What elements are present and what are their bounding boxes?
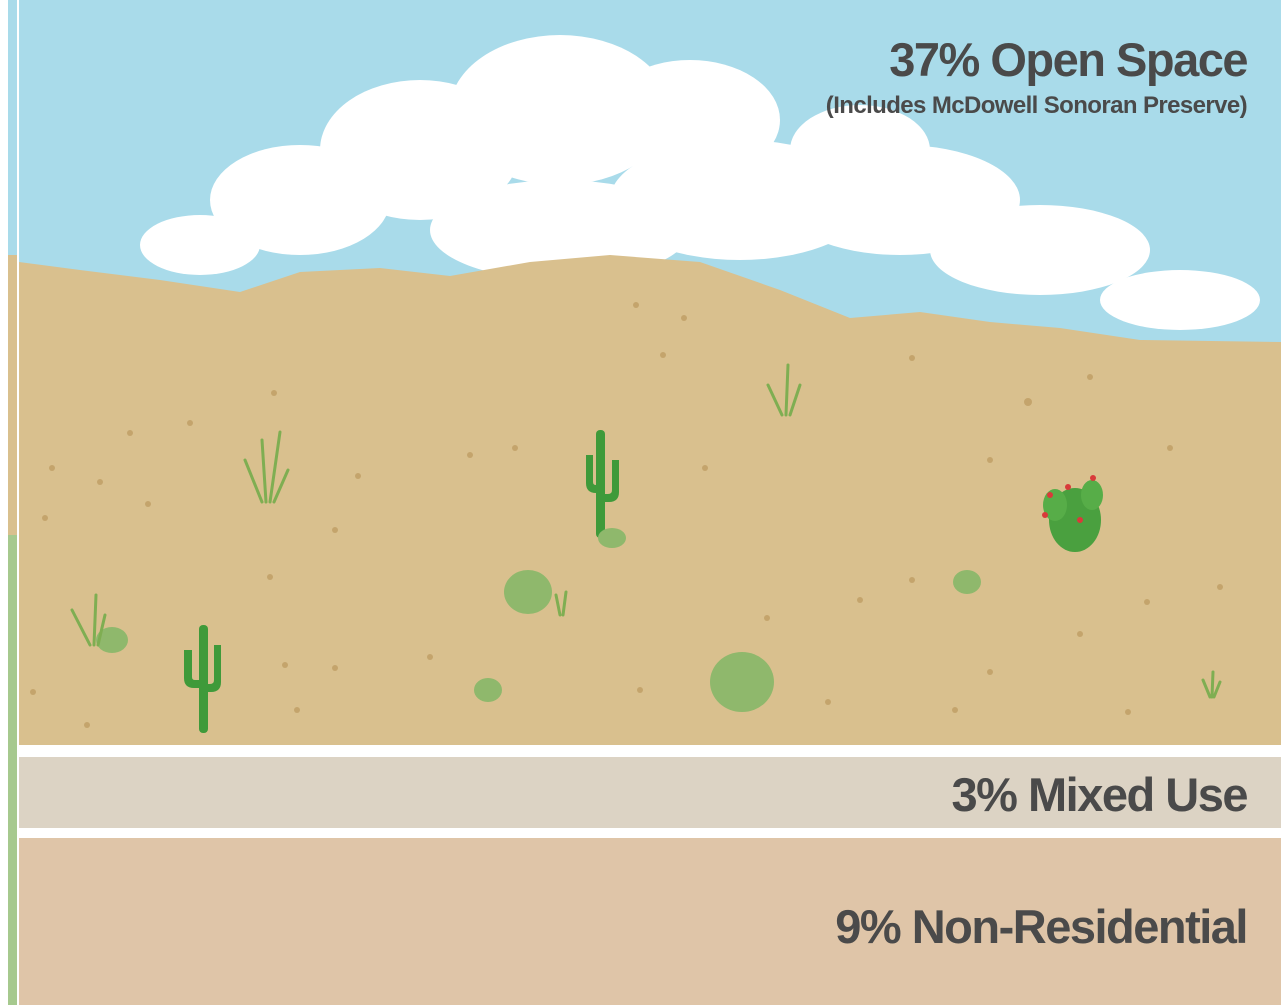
grasses bbox=[70, 363, 1222, 699]
grass bbox=[766, 363, 802, 417]
pebble bbox=[702, 465, 708, 471]
section-label: 3% Mixed Use bbox=[952, 768, 1248, 821]
cloud bbox=[790, 105, 930, 195]
pebble bbox=[1077, 631, 1083, 637]
pebble bbox=[332, 665, 338, 671]
flower bbox=[1065, 484, 1071, 490]
shrub bbox=[96, 627, 128, 653]
pebble bbox=[427, 654, 433, 660]
saguaro-arm bbox=[206, 645, 221, 692]
pebble bbox=[49, 465, 55, 471]
pebble bbox=[909, 355, 915, 361]
pad bbox=[1081, 480, 1103, 510]
pebble bbox=[764, 615, 770, 621]
pebble bbox=[271, 390, 277, 396]
flower bbox=[1042, 512, 1048, 518]
pebble bbox=[84, 722, 90, 728]
shrub bbox=[474, 678, 502, 702]
pebble bbox=[681, 315, 687, 321]
pebble bbox=[187, 420, 193, 426]
pebble bbox=[282, 662, 288, 668]
pebble bbox=[42, 515, 48, 521]
pebble bbox=[1024, 398, 1032, 406]
shrubs bbox=[96, 528, 981, 712]
strip-sky bbox=[8, 0, 17, 255]
grass bbox=[1201, 670, 1222, 699]
band bbox=[19, 757, 1281, 828]
grass bbox=[70, 593, 107, 647]
shrub bbox=[953, 570, 981, 594]
pebble bbox=[467, 452, 473, 458]
left-margin bbox=[0, 0, 8, 1005]
shrub bbox=[598, 528, 626, 548]
open-space-panel: 37% Open Space (Includes McDowell Sonora… bbox=[19, 0, 1281, 745]
pebble bbox=[294, 707, 300, 713]
cacti bbox=[184, 430, 619, 733]
strip-green bbox=[8, 535, 17, 1005]
non-residential-band: 9% Non-Residential bbox=[19, 838, 1281, 1005]
saguaro-arm bbox=[604, 460, 619, 502]
pebble bbox=[825, 699, 831, 705]
prickly-pear bbox=[1042, 475, 1103, 552]
saguaro bbox=[199, 625, 208, 733]
pebble bbox=[909, 577, 915, 583]
pebble bbox=[30, 689, 36, 695]
pebble bbox=[952, 707, 958, 713]
pebble bbox=[857, 597, 863, 603]
pebbles bbox=[30, 302, 1223, 728]
cloud bbox=[930, 205, 1150, 295]
pebble bbox=[1125, 709, 1131, 715]
flower bbox=[1090, 475, 1096, 481]
pebble bbox=[1217, 584, 1223, 590]
section-note: (Includes McDowell Sonoran Preserve) bbox=[826, 92, 1247, 119]
saguaro-arm bbox=[586, 455, 600, 493]
saguaro-arm bbox=[184, 650, 200, 688]
pebble bbox=[512, 445, 518, 451]
section-label: 9% Non-Residential bbox=[835, 900, 1247, 953]
flower bbox=[1077, 517, 1083, 523]
pebble bbox=[332, 527, 338, 533]
pebble bbox=[987, 669, 993, 675]
pebble bbox=[355, 473, 361, 479]
band bbox=[19, 838, 1281, 1005]
pebble bbox=[1167, 445, 1173, 451]
clouds bbox=[140, 35, 1260, 330]
pebble bbox=[987, 457, 993, 463]
pebble bbox=[633, 302, 639, 308]
pebble bbox=[1087, 374, 1093, 380]
mixed-use-band: 3% Mixed Use bbox=[19, 757, 1281, 828]
section-label: 37% Open Space bbox=[889, 33, 1247, 86]
grass bbox=[554, 590, 568, 617]
pebble bbox=[637, 687, 643, 693]
desert-ground bbox=[19, 255, 1281, 745]
grass bbox=[243, 430, 290, 504]
saguaro bbox=[596, 430, 605, 538]
pebble bbox=[267, 574, 273, 580]
flower bbox=[1047, 492, 1053, 498]
pebble bbox=[127, 430, 133, 436]
pebble bbox=[660, 352, 666, 358]
strip-desert bbox=[8, 255, 17, 535]
shrub bbox=[504, 570, 552, 614]
cloud bbox=[1100, 270, 1260, 330]
pebble bbox=[1144, 599, 1150, 605]
pebble bbox=[145, 501, 151, 507]
shrub bbox=[710, 652, 774, 712]
pebble bbox=[97, 479, 103, 485]
